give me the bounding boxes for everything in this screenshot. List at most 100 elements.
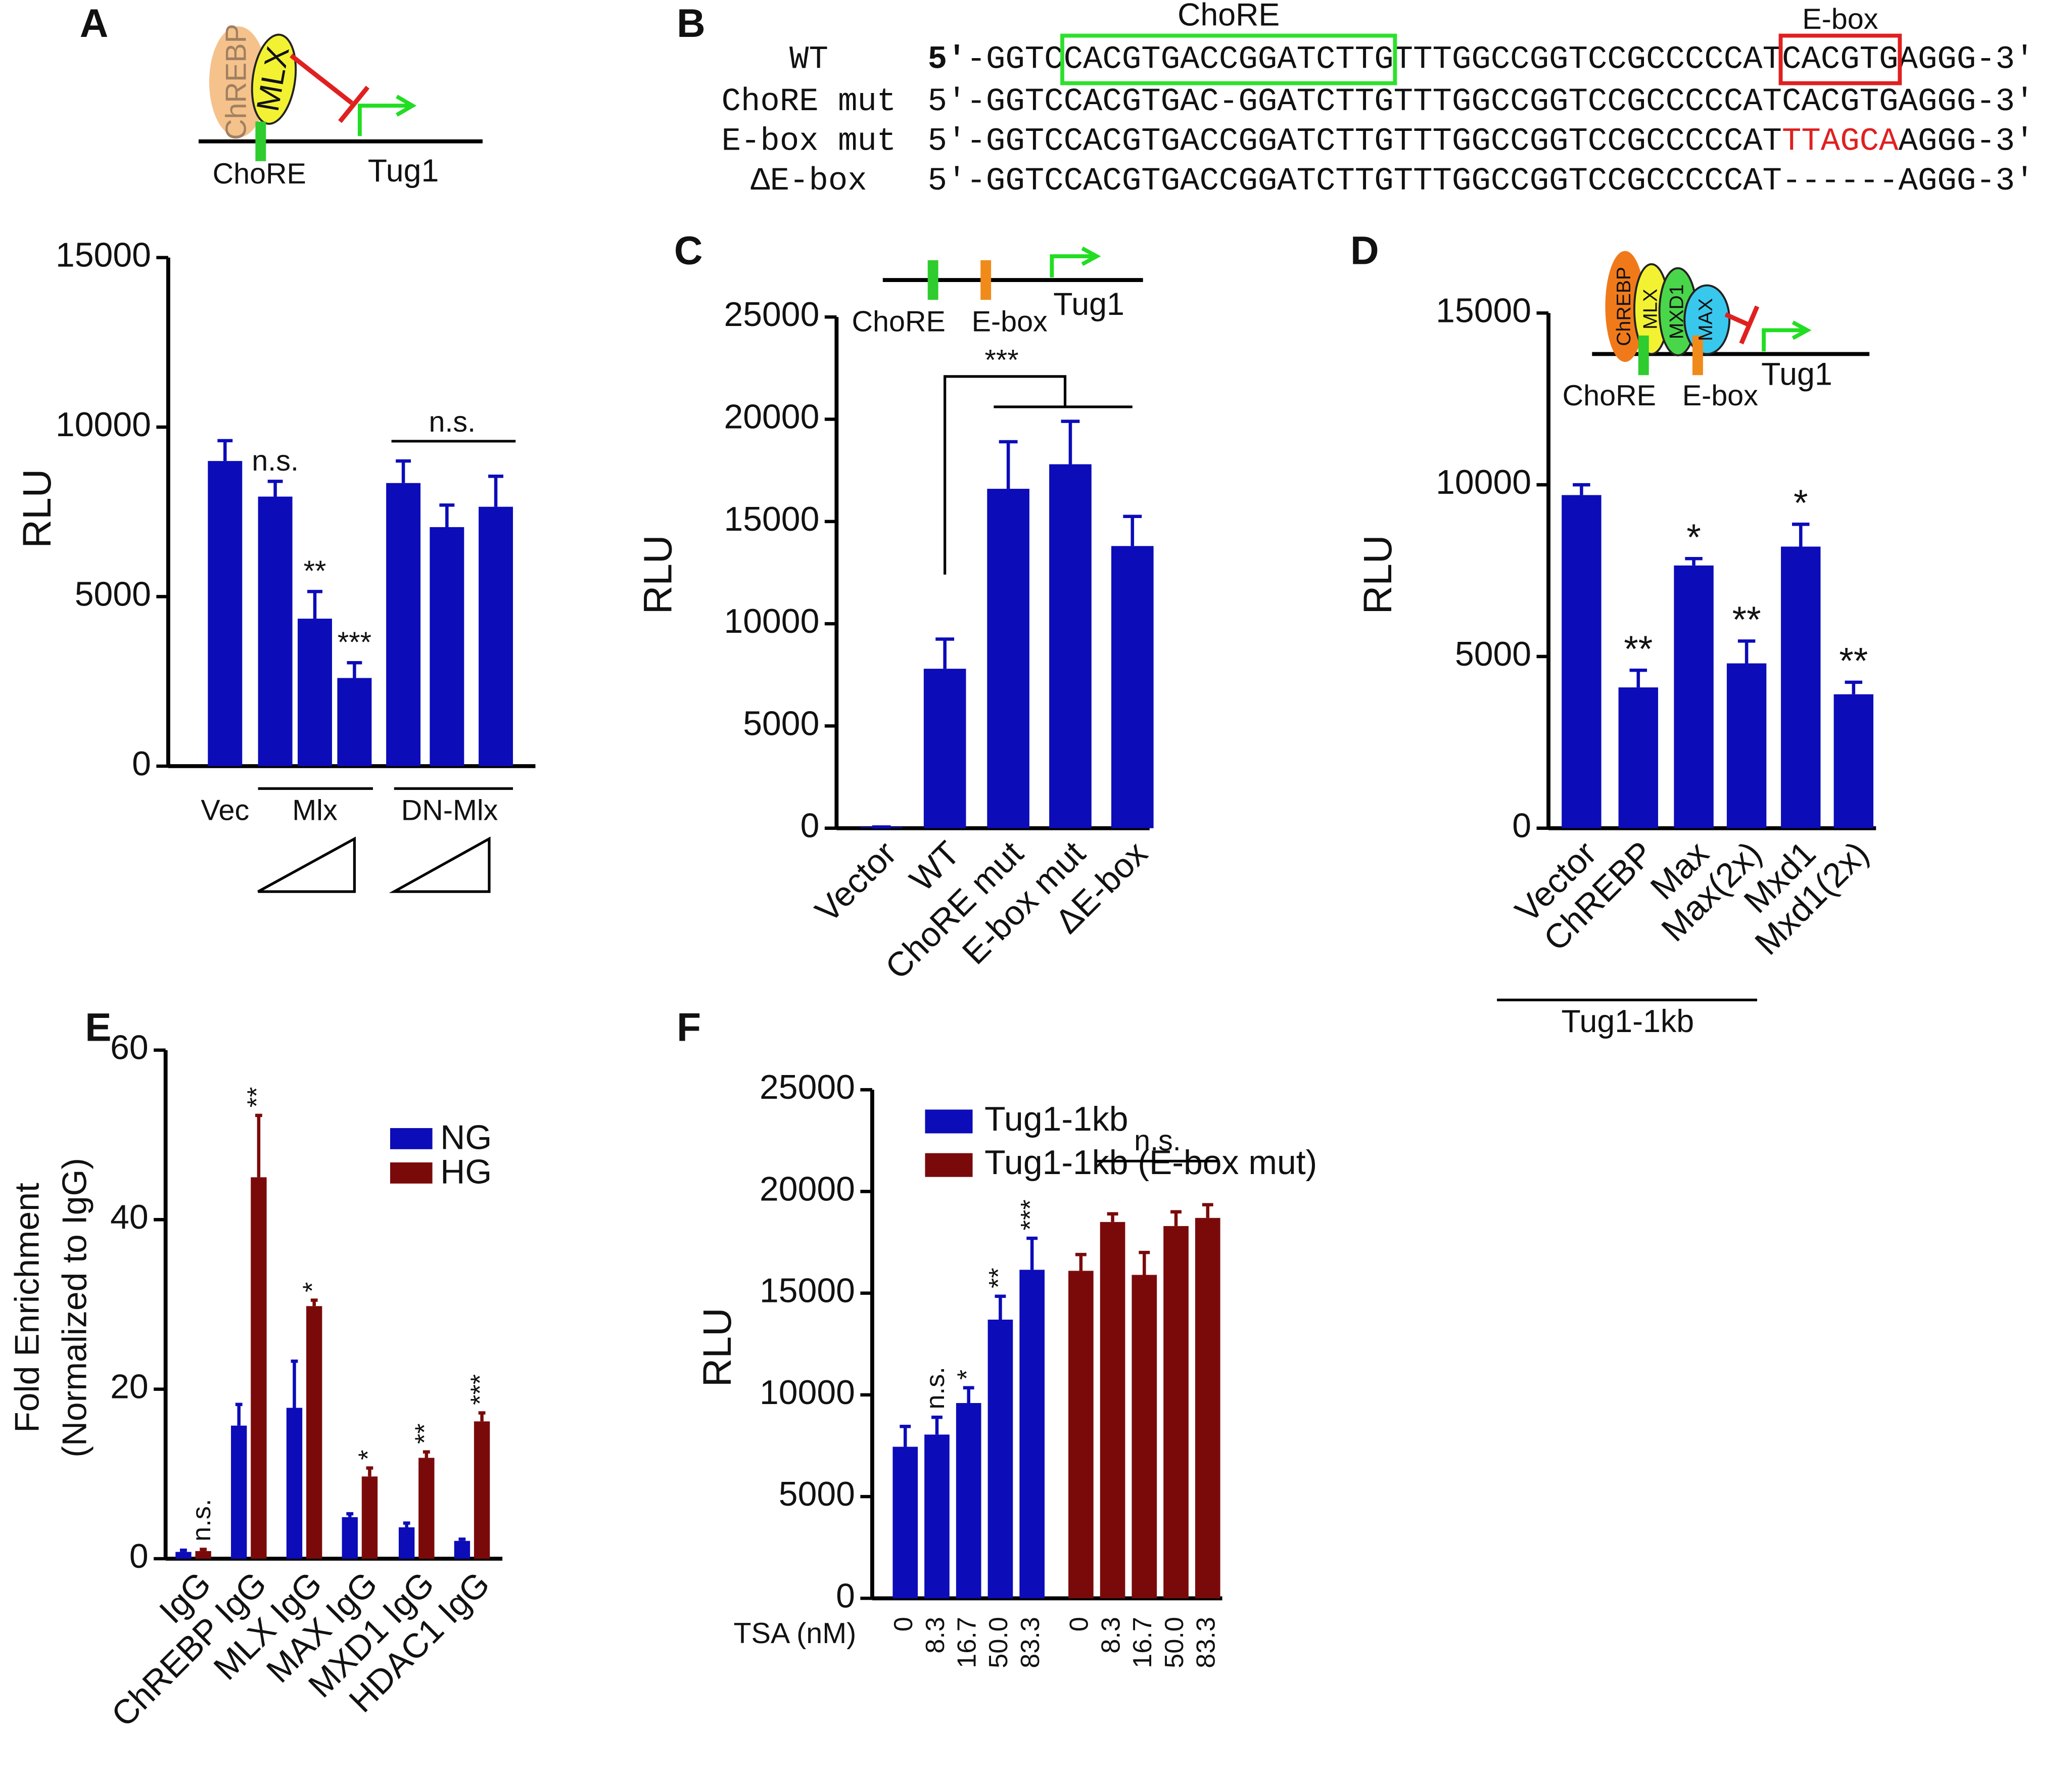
sequence-part: TTAGCA <box>1782 124 1899 160</box>
significance-label: ** <box>984 1268 1013 1288</box>
bar <box>1132 1275 1157 1599</box>
sequence: 5′-GGTCCACGTGACCGGATCTTGTTTGGCCGGTCCGCCC… <box>928 124 2035 160</box>
significance-label: *** <box>465 1374 495 1405</box>
legend-swatch <box>390 1162 433 1184</box>
bar <box>306 1306 322 1559</box>
tss-arrowhead <box>396 95 417 117</box>
y-tick-label: 5000 <box>1455 635 1531 673</box>
bar <box>251 1177 267 1559</box>
y-tick-label: 0 <box>129 1537 149 1575</box>
inhibit-line <box>1724 312 1751 328</box>
significance-label: *** <box>1016 1199 1045 1230</box>
x-tick-label: 50.0 <box>984 1617 1013 1668</box>
y-tick-label: 60 <box>110 1029 149 1067</box>
bar <box>987 489 1029 828</box>
diagram-label: E-box <box>1682 380 1758 412</box>
y-axis-label: RLU <box>695 1308 739 1387</box>
y-tick-label: 10000 <box>724 602 819 640</box>
chore-box <box>255 121 266 161</box>
diagram-label: MLX <box>1639 289 1661 330</box>
significance-label: ** <box>304 555 326 587</box>
tss-arrow <box>1762 328 1805 352</box>
legend-label: HG <box>440 1152 492 1191</box>
y-tick-label: 15000 <box>56 236 151 274</box>
x-tick-label: 83.3 <box>1192 1617 1221 1668</box>
significance-label: ** <box>1839 640 1868 682</box>
y-tick-label: 40 <box>110 1198 149 1236</box>
diagram-label: ChREBP <box>1613 267 1635 346</box>
bar <box>337 678 372 766</box>
bar <box>418 1458 435 1559</box>
x-tick-label: 0 <box>889 1617 918 1631</box>
bar <box>430 527 464 766</box>
diagram-label: ChoRE <box>213 158 306 190</box>
diagram-a: ChREBP MLX ChoRE Tug1 <box>199 24 483 190</box>
y-axis-label: RLU <box>635 535 680 614</box>
diagram-label: ChREBP <box>220 24 253 140</box>
legend-swatch <box>925 1109 973 1134</box>
sequence-part: 5′-GGTCCACGTGACCGGATCTTGTTTGGCCGGTCCGCCC… <box>928 124 1782 160</box>
bar <box>1019 1270 1045 1599</box>
panel-label: E <box>85 1005 111 1049</box>
bar <box>361 1476 378 1559</box>
panel-label: D <box>1350 228 1379 273</box>
bar <box>398 1527 415 1559</box>
y-tick-label: 10000 <box>1436 463 1531 501</box>
row-label: E-box mut <box>722 124 897 160</box>
tss-arrowhead <box>1792 320 1812 340</box>
bar <box>956 1403 981 1599</box>
tss-arrowhead <box>1081 246 1101 266</box>
dose-triangle <box>257 836 356 893</box>
significance-label: n.s. <box>252 445 299 477</box>
bar <box>1726 663 1767 828</box>
significance-label: * <box>1686 517 1701 558</box>
panel-label: C <box>674 228 703 273</box>
dose-triangle <box>389 836 491 893</box>
panel-label: B <box>677 1 705 45</box>
group-label: Vec <box>201 795 249 827</box>
x-tick-label: 83.3 <box>1016 1617 1045 1668</box>
bar <box>987 1319 1013 1599</box>
tss-arrow <box>1050 254 1094 277</box>
significance-label: ** <box>1624 628 1653 670</box>
significance-label: * <box>1794 482 1808 524</box>
mlx-shape <box>251 33 297 125</box>
sequence-part: 5′-GGTCCACGTGAC-GGATCTTGTTTGGCCGGTCCGCCC… <box>928 84 2035 120</box>
diagram-label: Tug1 <box>1053 287 1124 322</box>
legend-swatch <box>925 1153 973 1177</box>
significance-label: ** <box>410 1423 440 1444</box>
bar <box>474 1421 490 1559</box>
bracket-label: n.s. <box>1134 1125 1181 1157</box>
y-tick-label: 15000 <box>1436 291 1531 330</box>
bracket <box>944 375 1067 575</box>
diagram-label: E-box <box>972 306 1048 338</box>
y-tick-label: 10000 <box>56 405 151 444</box>
bar <box>1195 1218 1220 1599</box>
panel-label: F <box>677 1005 701 1049</box>
y-tick-label: 20000 <box>760 1170 855 1208</box>
bracket-label: n.s. <box>429 406 476 438</box>
bar <box>1049 464 1092 828</box>
sequence: 5′-GGTCCACGTGAC-GGATCTTGTTTGGCCGGTCCGCCC… <box>928 84 2035 120</box>
bar <box>1100 1222 1125 1599</box>
bar <box>231 1425 247 1559</box>
legend-label: NG <box>440 1118 492 1156</box>
bar <box>1674 565 1714 828</box>
chore-box <box>927 260 938 300</box>
y-tick-label: 10000 <box>760 1373 855 1412</box>
significance-label: n.s. <box>921 1367 950 1409</box>
bar <box>1562 495 1602 828</box>
bar <box>258 496 293 766</box>
x-tick-label: 16.7 <box>1128 1617 1157 1668</box>
diagram-label: MAX <box>1695 298 1717 341</box>
bar <box>923 669 966 828</box>
y-axis-label: RLU <box>15 469 59 548</box>
bar <box>195 1551 211 1559</box>
bar <box>286 1408 303 1559</box>
ebox-box <box>1692 335 1703 376</box>
significance-label: ** <box>1732 599 1761 640</box>
row-label: ChoRE mut <box>722 84 897 120</box>
x-tick-label: 8.3 <box>1096 1617 1125 1654</box>
y-tick-label: 0 <box>800 807 820 845</box>
significance-label: * <box>298 1282 327 1292</box>
